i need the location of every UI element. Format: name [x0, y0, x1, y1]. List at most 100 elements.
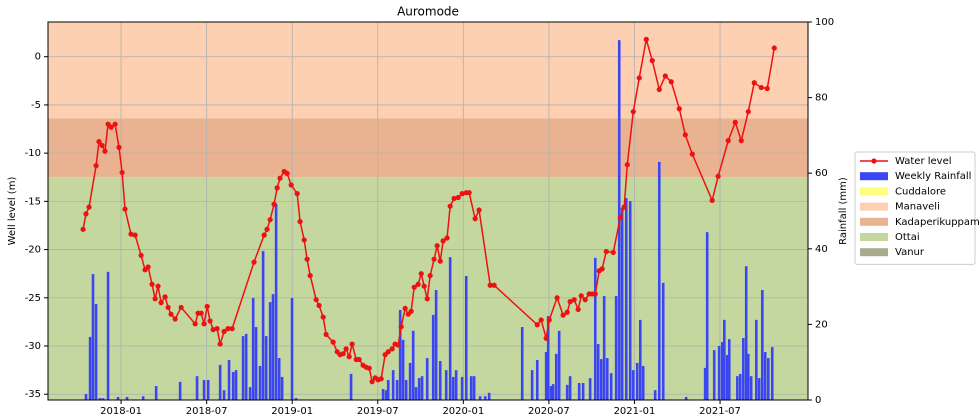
rain-bar [588, 378, 592, 400]
rain-bar [599, 359, 603, 400]
rain-bar [469, 376, 473, 400]
rain-bar [401, 339, 405, 400]
rain-bar [408, 362, 412, 400]
rain-bar [684, 396, 688, 400]
water-level-point [172, 316, 178, 322]
rain-bar [261, 251, 265, 400]
rain-bar [557, 330, 561, 400]
water-level-point [102, 148, 108, 154]
rain-bar [231, 372, 235, 400]
water-level-point [676, 106, 682, 112]
water-level-point [546, 317, 552, 323]
rain-bar [202, 379, 206, 400]
rain-bar [602, 296, 606, 400]
rain-bar [577, 382, 581, 400]
y2-tick-label: 20 [815, 319, 828, 330]
x-tick-label: 2018-07 [186, 406, 228, 417]
y2-tick-label: 80 [815, 93, 828, 104]
rain-bar [454, 370, 458, 400]
rain-bar [761, 290, 764, 400]
rain-bar [720, 342, 724, 400]
water-level-point [320, 314, 326, 320]
water-level-point [128, 231, 134, 237]
rain-bar [218, 364, 222, 400]
rain-bar [404, 379, 408, 400]
y-axis-label: Well level (m) [7, 177, 18, 246]
water-level-point [455, 194, 461, 201]
legend-label: Cuddalore [895, 186, 946, 197]
rain-bar [349, 373, 353, 400]
rain-bar [234, 370, 238, 400]
water-level-point [398, 324, 404, 330]
water-level-point [316, 302, 322, 309]
rain-bar [116, 396, 120, 400]
rain-bar [106, 271, 110, 400]
water-level-point [636, 75, 642, 81]
rain-bar [438, 361, 442, 400]
water-level-point [294, 191, 300, 197]
rain-bar [725, 355, 729, 400]
y2-tick-label: 0 [815, 395, 821, 406]
rain-bar [653, 390, 657, 400]
rain-bar [742, 338, 745, 400]
water-level-point [149, 281, 155, 287]
water-level-point [630, 109, 636, 115]
water-level-point [543, 335, 549, 341]
water-level-point [434, 243, 440, 249]
rain-bar [712, 350, 716, 400]
water-level-point [323, 331, 329, 338]
rain-bar [386, 379, 390, 400]
water-level-point [145, 264, 151, 270]
water-level-point [411, 284, 417, 290]
rain-bar [744, 266, 748, 400]
rain-bar [554, 353, 558, 400]
rain-bar [770, 347, 774, 400]
water-level-point [346, 354, 352, 360]
x-tick-label: 2019-01 [271, 406, 313, 417]
x-tick-label: 2021-01 [614, 406, 656, 417]
water-level-point [96, 138, 102, 145]
rain-bar [705, 232, 709, 400]
water-level-point [313, 297, 319, 303]
water-level-point [119, 169, 125, 176]
water-level-point [725, 138, 731, 144]
water-level-point [617, 215, 623, 221]
rain-bar [258, 365, 262, 400]
rain-bar [425, 358, 429, 400]
water-level-point [204, 303, 210, 310]
water-level-point [301, 237, 307, 243]
x-tick-label: 2021-07 [699, 406, 741, 417]
rain-bar [614, 296, 618, 400]
water-level-point [610, 249, 616, 256]
y-tick-label: -35 [25, 389, 41, 400]
water-level-point [93, 163, 99, 169]
y-tick-label: -25 [25, 293, 41, 304]
water-level-point [229, 326, 235, 332]
rain-bar [478, 396, 482, 400]
water-level-point [165, 304, 171, 311]
y2-tick-label: 100 [815, 17, 834, 28]
rain-bar [241, 336, 245, 400]
layer-band [48, 118, 808, 178]
rain-bar [98, 398, 102, 400]
rain-bar [596, 344, 600, 400]
rain-bar [244, 333, 248, 400]
rain-bar [638, 319, 642, 400]
x-tick-label: 2018-01 [100, 406, 142, 417]
rain-bar [483, 396, 487, 400]
rain-bar [417, 378, 421, 400]
rain-bar [624, 198, 628, 400]
legend-label: Ottai [895, 232, 920, 243]
water-level-point [155, 283, 161, 289]
water-level-point [571, 297, 577, 303]
y-tick-label: -20 [25, 245, 41, 256]
rain-bar [222, 390, 226, 400]
rain-bar [84, 393, 88, 400]
water-level-point [284, 170, 290, 176]
rain-bar [227, 359, 231, 400]
water-level-point [340, 351, 346, 357]
water-level-point [472, 216, 478, 222]
water-level-point [366, 365, 372, 371]
water-level-point [198, 310, 204, 316]
water-level-point [656, 86, 662, 93]
